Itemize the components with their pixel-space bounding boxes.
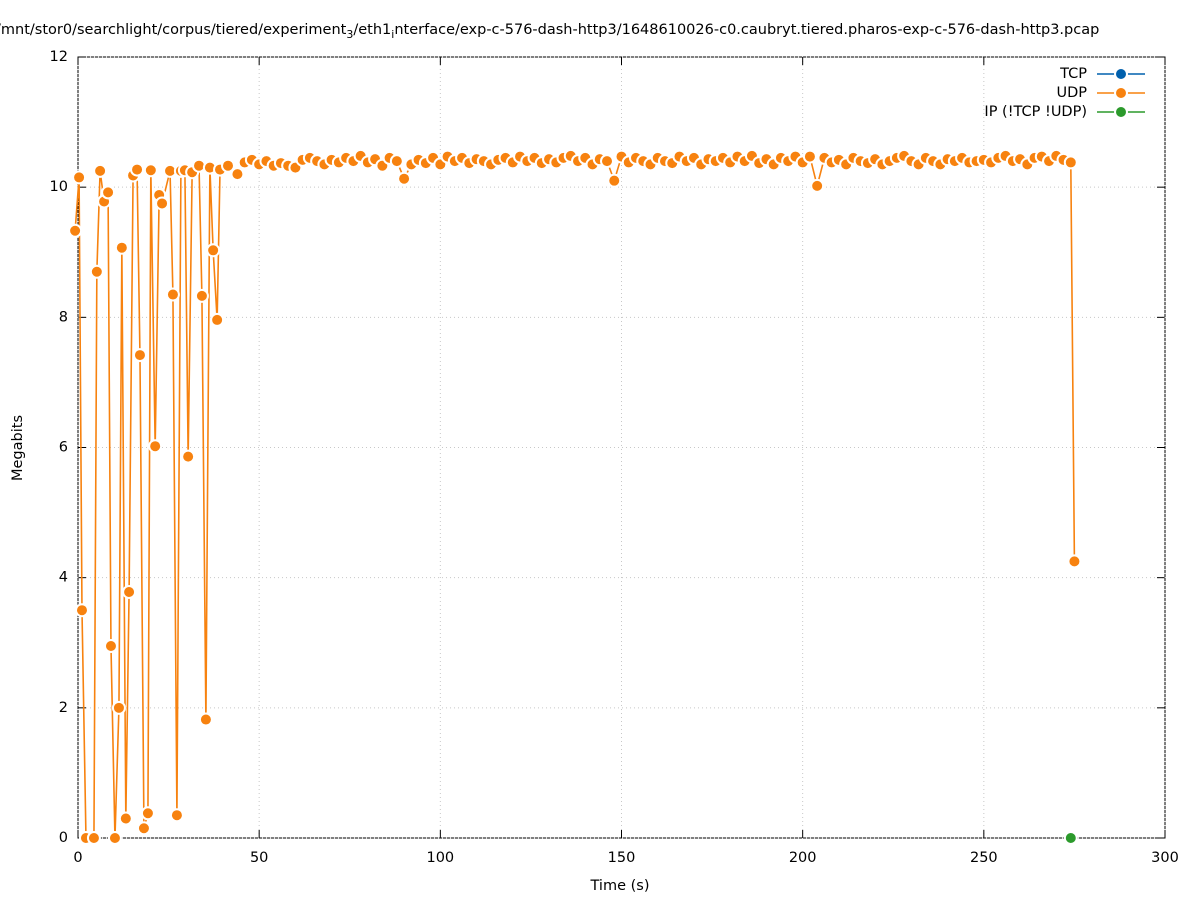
y-tick-label: 6 <box>59 440 68 456</box>
x-axis-label: Time (s) <box>590 878 650 894</box>
data-point <box>165 287 180 302</box>
data-point <box>118 811 133 826</box>
title-part: /eth1 <box>353 22 391 38</box>
data-point <box>607 173 622 188</box>
data-point <box>107 831 122 845</box>
data-point <box>140 806 155 821</box>
x-tick-label: 300 <box>1151 850 1179 866</box>
data-point <box>86 831 101 845</box>
data-point <box>230 167 245 182</box>
legend-label: IP (!TCP !UDP) <box>984 104 1087 120</box>
data-point <box>136 821 151 836</box>
x-tick-label: 0 <box>73 850 82 866</box>
legend-label: UDP <box>1056 85 1087 101</box>
data-point <box>397 171 412 186</box>
data-point <box>111 700 126 715</box>
data-point <box>89 264 104 279</box>
data-point <box>181 449 196 464</box>
data-point <box>221 158 236 173</box>
data-point <box>114 240 129 255</box>
data-point <box>1067 554 1082 569</box>
y-tick-label: 8 <box>59 309 68 325</box>
data-point <box>206 243 221 258</box>
x-tick-label: 100 <box>426 850 454 866</box>
legend-marker <box>1114 105 1128 119</box>
data-point <box>103 639 118 654</box>
series-line <box>74 154 1076 839</box>
data-point <box>130 162 145 177</box>
data-point <box>74 603 89 618</box>
data-point <box>169 808 184 823</box>
data-point <box>194 288 209 303</box>
y-tick-label: 10 <box>50 179 68 195</box>
data-point <box>132 348 147 363</box>
title-part: nterface/exp-c-576-dash-http3/1648610026… <box>394 22 1099 38</box>
title-part: i <box>391 28 394 41</box>
y-tick-label: 4 <box>59 570 68 586</box>
x-tick-label: 250 <box>970 850 998 866</box>
data-point <box>810 178 825 193</box>
data-point <box>600 154 615 169</box>
y-tick-label: 2 <box>59 700 68 716</box>
data-point <box>122 584 137 599</box>
legend-marker <box>1114 67 1128 81</box>
data-point <box>101 185 116 200</box>
chart-title: /mnt/stor0/searchlight/corpus/tiered/exp… <box>0 22 1099 41</box>
y-tick-label: 0 <box>59 830 68 846</box>
x-tick-label: 50 <box>250 850 268 866</box>
legend-marker <box>1114 86 1128 100</box>
data-point <box>93 163 108 178</box>
data-point <box>389 154 404 169</box>
data-point <box>1063 831 1078 845</box>
data-point <box>210 312 225 327</box>
data-point <box>198 712 213 727</box>
data-point <box>72 170 87 185</box>
x-tick-label: 150 <box>608 850 636 866</box>
title-part: 3 <box>346 28 353 41</box>
y-tick-label: 12 <box>50 49 68 65</box>
data-point <box>802 149 817 164</box>
data-point <box>68 223 83 238</box>
legend-label: TCP <box>1059 66 1087 82</box>
y-axis-label: Megabits <box>10 415 26 481</box>
x-tick-label: 200 <box>789 850 817 866</box>
title-part: /mnt/stor0/searchlight/corpus/tiered/exp… <box>0 22 347 38</box>
data-point <box>155 196 170 211</box>
data-point <box>1063 155 1078 170</box>
data-point <box>143 163 158 178</box>
data-point <box>148 439 163 454</box>
